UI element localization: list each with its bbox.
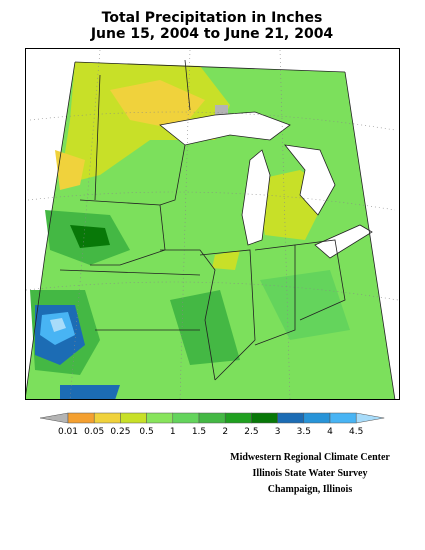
legend-swatch bbox=[67, 412, 95, 424]
precip-field bbox=[110, 80, 205, 130]
legend-swatch bbox=[172, 412, 200, 424]
legend-label: 0.5 bbox=[139, 427, 153, 437]
legend-swatch bbox=[329, 412, 357, 424]
precip-field bbox=[212, 250, 240, 270]
legend-arrow bbox=[355, 412, 385, 424]
precip-field bbox=[170, 290, 240, 365]
credit: Midwestern Regional Climate Center bbox=[230, 452, 390, 463]
precip-field bbox=[55, 150, 85, 190]
legend-swatch bbox=[303, 412, 331, 424]
legend-label: 0.05 bbox=[84, 427, 104, 437]
legend-label: 4 bbox=[327, 427, 333, 437]
precip-field bbox=[60, 385, 120, 399]
legend-label: 2.5 bbox=[244, 427, 258, 437]
lake bbox=[314, 224, 373, 259]
credit: Champaign, Illinois bbox=[268, 484, 353, 495]
precip-field bbox=[260, 270, 350, 340]
legend-swatch bbox=[198, 412, 226, 424]
legend-label: 3.5 bbox=[297, 427, 311, 437]
legend-arrow bbox=[39, 412, 69, 424]
legend-swatch bbox=[277, 412, 305, 424]
legend-swatch bbox=[224, 412, 252, 424]
lake bbox=[241, 149, 271, 246]
legend-label: 1 bbox=[170, 427, 176, 437]
legend-label: 2 bbox=[222, 427, 228, 437]
legend-label: 0.25 bbox=[110, 427, 130, 437]
legend-swatch bbox=[146, 412, 174, 424]
lake bbox=[159, 111, 291, 146]
lake bbox=[284, 144, 336, 216]
legend-label: 0.01 bbox=[58, 427, 78, 437]
title-line: June 15, 2004 to June 21, 2004 bbox=[90, 26, 334, 42]
precip-field bbox=[50, 318, 66, 332]
title-line: Total Precipitation in Inches bbox=[102, 10, 323, 26]
legend-swatch bbox=[251, 412, 278, 424]
legend-label: 1.5 bbox=[192, 427, 206, 437]
map-frame bbox=[25, 48, 400, 400]
legend-swatch bbox=[93, 412, 121, 424]
legend-label: 3 bbox=[275, 427, 281, 437]
legend: 0.01 0.05 0.25 0.5 1 1.5 2 2.5 3 3.5 4 4.5 bbox=[39, 412, 385, 437]
state-boundary bbox=[26, 59, 396, 399]
legend-swatch bbox=[120, 412, 147, 424]
credit: Illinois State Water Survey bbox=[253, 468, 368, 479]
precip-field bbox=[70, 225, 110, 248]
map bbox=[25, 48, 400, 400]
map-edge bbox=[74, 61, 346, 73]
legend-label: 4.5 bbox=[349, 427, 363, 437]
